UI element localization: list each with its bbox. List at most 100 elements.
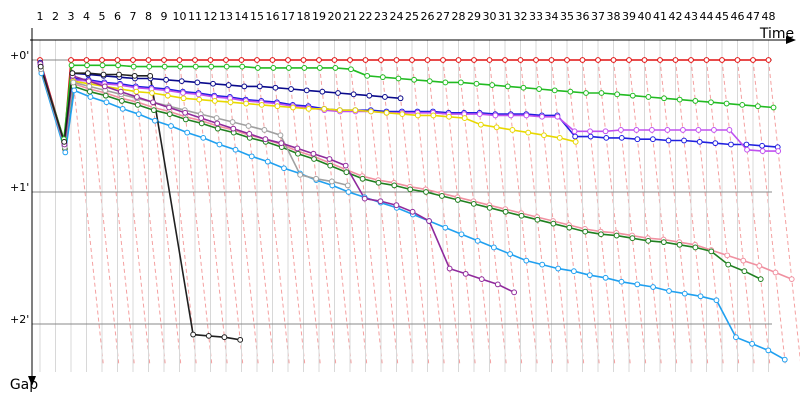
data-point (161, 63, 168, 70)
data-point (399, 111, 406, 118)
lap-line (473, 59, 507, 364)
data-point (86, 88, 93, 95)
x-tick-label: 18 (297, 10, 311, 23)
x-tick-label: 36 (576, 10, 590, 23)
data-point (391, 182, 398, 189)
data-point (550, 220, 557, 227)
x-tick-label: 33 (529, 10, 543, 23)
data-point (62, 149, 69, 156)
x-tick-label: 26 (421, 10, 435, 23)
x-tick-label: 42 (669, 10, 683, 23)
data-point (740, 257, 747, 264)
data-point (520, 84, 527, 91)
data-point (184, 129, 191, 136)
lap-line (287, 59, 321, 364)
x-tick-label: 1 (37, 10, 44, 23)
data-point (393, 57, 400, 63)
data-point (461, 115, 468, 121)
data-point (728, 141, 734, 148)
data-point (407, 186, 414, 193)
data-point (603, 134, 610, 141)
data-point (229, 119, 236, 125)
lap-line (752, 59, 786, 364)
x-tick-label: 19 (312, 10, 326, 23)
data-point (301, 65, 308, 71)
data-point (180, 90, 186, 96)
data-point (726, 127, 733, 133)
data-point (327, 162, 334, 169)
x-tick-label: 5 (99, 10, 106, 23)
x-tick-label: 12 (204, 10, 218, 23)
data-point (366, 92, 373, 99)
data-point (163, 76, 170, 83)
x-tick-label: 2 (52, 10, 59, 23)
y-tick-label: +0' (10, 49, 29, 62)
data-point (442, 79, 449, 86)
data-point (409, 208, 416, 215)
data-point (692, 244, 699, 251)
data-point (342, 162, 349, 169)
data-point (598, 231, 604, 238)
data-point (101, 83, 108, 90)
data-point (352, 107, 359, 114)
data-point (190, 331, 197, 338)
data-point (85, 78, 92, 85)
data-point (335, 90, 341, 96)
x-tick-label: 3 (68, 10, 75, 23)
data-point (207, 57, 214, 63)
data-point (285, 57, 291, 63)
x-tick-label: 44 (700, 10, 714, 23)
data-point (458, 231, 465, 238)
data-point (321, 105, 328, 112)
data-point (383, 109, 390, 116)
data-point (708, 99, 714, 106)
data-point (571, 268, 577, 275)
data-point (555, 265, 562, 272)
data-point (278, 140, 285, 147)
data-point (695, 127, 702, 133)
data-point (626, 57, 632, 63)
lap-line (101, 59, 135, 364)
data-point (759, 142, 765, 149)
data-point (364, 72, 371, 79)
data-point (489, 82, 496, 88)
lap-line (70, 59, 104, 364)
data-point (539, 261, 546, 268)
data-point (198, 115, 205, 121)
data-point (84, 62, 90, 69)
data-point (135, 111, 142, 118)
data-point (393, 202, 400, 209)
data-point (564, 57, 570, 63)
data-point (85, 70, 91, 77)
lap-line (117, 59, 151, 364)
data-point (650, 284, 656, 290)
data-point (261, 127, 268, 133)
data-point (492, 112, 499, 119)
data-point (205, 332, 212, 339)
data-point (274, 103, 281, 110)
data-point (221, 334, 228, 341)
lap-line (225, 59, 259, 364)
data-point (70, 79, 77, 86)
data-point (192, 57, 198, 63)
data-point (359, 175, 366, 182)
data-point (345, 189, 352, 195)
data-point (99, 62, 106, 69)
data-point (256, 83, 263, 90)
data-point (719, 57, 725, 63)
data-point (486, 204, 493, 211)
lap-line (628, 59, 662, 364)
data-point (749, 340, 755, 347)
data-point (239, 63, 246, 70)
data-point (336, 107, 343, 114)
data-point (246, 131, 253, 137)
data-point (210, 80, 216, 87)
lap-line (194, 59, 228, 364)
data-point (426, 218, 432, 224)
data-point (130, 57, 136, 63)
data-point (83, 57, 90, 63)
data-point (133, 88, 140, 95)
data-point (237, 336, 244, 343)
data-point (130, 63, 137, 70)
data-point (672, 57, 679, 63)
